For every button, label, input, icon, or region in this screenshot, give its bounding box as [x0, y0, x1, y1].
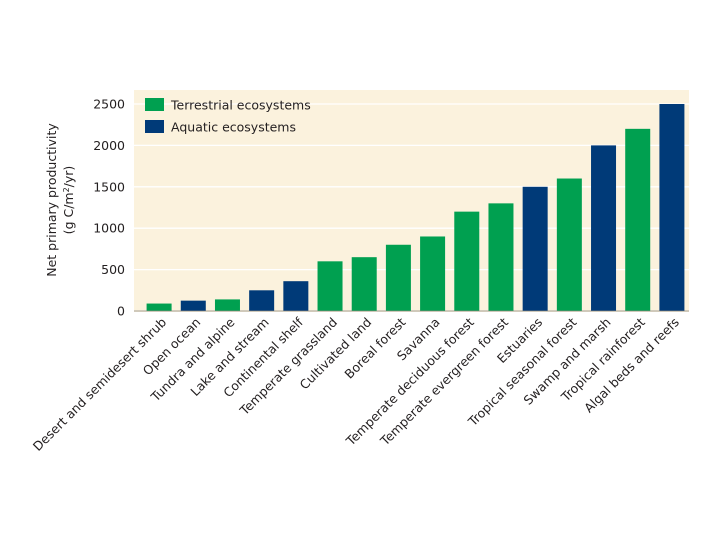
bar — [317, 261, 343, 311]
bar — [249, 290, 275, 311]
bar — [146, 303, 172, 311]
bar — [488, 203, 514, 311]
bar — [454, 211, 480, 311]
bar — [180, 300, 206, 311]
y-tick-label: 2000 — [93, 138, 125, 153]
y-tick-label: 0 — [117, 304, 125, 319]
legend-label-aquatic: Aquatic ecosystems — [171, 120, 296, 135]
y-axis-label-unit-suffix: /yr) — [61, 166, 76, 188]
bar — [283, 281, 309, 311]
bars — [146, 104, 685, 311]
bar — [522, 186, 548, 311]
y-tick-labels: 0 500 1000 1500 2000 2500 — [93, 97, 125, 319]
legend-swatch-aquatic — [145, 120, 164, 133]
y-axis-label-unit-superscript: 2 — [62, 187, 71, 192]
bar — [420, 236, 446, 311]
legend-label-terrestrial: Terrestrial ecosystems — [170, 98, 311, 113]
y-axis-label-line2: (g C/m2/yr) — [61, 166, 76, 235]
legend: Terrestrial ecosystems Aquatic ecosystem… — [145, 98, 311, 135]
y-tick-label: 1500 — [93, 179, 125, 194]
y-tick-label: 2500 — [93, 97, 125, 112]
x-tick-label: Desert and semidesert shrub — [30, 314, 169, 453]
bar — [659, 104, 685, 311]
bar — [556, 178, 582, 311]
y-tick-label: 500 — [101, 262, 125, 277]
bar — [385, 244, 411, 311]
legend-swatch-terrestrial — [145, 98, 164, 111]
bar — [214, 299, 240, 311]
bar — [591, 145, 617, 311]
bar — [625, 128, 651, 311]
y-axis-label-unit-prefix: (g C/m — [61, 192, 76, 234]
bar — [351, 257, 377, 311]
y-axis-label-line1: Net primary productivity — [44, 123, 59, 277]
y-tick-label: 1000 — [93, 221, 125, 236]
